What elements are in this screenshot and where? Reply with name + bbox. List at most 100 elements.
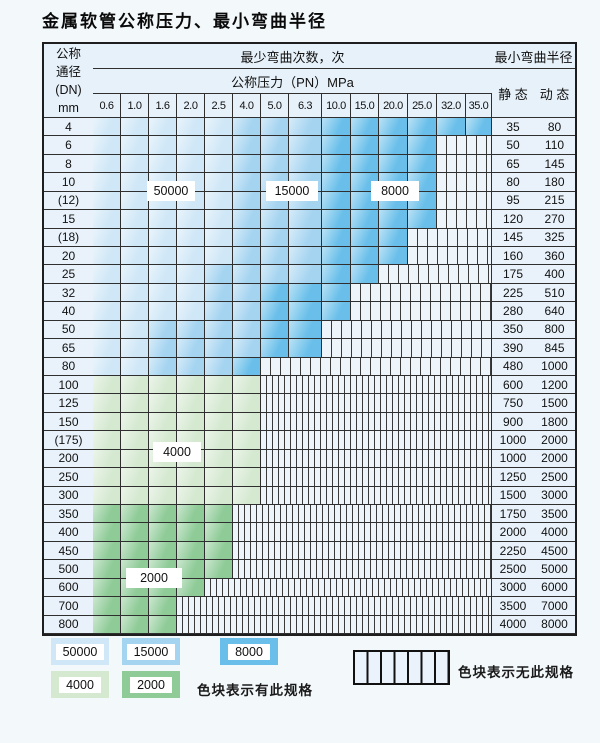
spec-cell [233,357,261,376]
spec-cell [93,154,121,174]
spec-cell [289,265,322,284]
pressure-tick: 35.0 [466,94,492,118]
no-spec-striped-cell [437,210,492,229]
spec-cell [205,210,233,229]
spec-cell [205,247,233,266]
spec-cell [379,228,408,247]
spec-cell [149,541,177,561]
pressure-tick: 6.3 [289,94,322,118]
spec-cell [233,118,261,137]
spec-cell [177,136,205,155]
spec-cell [233,136,261,155]
spec-cell [93,597,121,616]
dynamic-value: 110 [534,136,575,155]
spec-cell [149,283,177,303]
spec-cell [93,615,121,634]
spec-cell [233,320,261,340]
spec-cell [289,136,322,155]
static-value: 65 [492,154,535,174]
dn-label: 800 [44,615,94,634]
spec-cell [351,265,379,284]
dn-label: 20 [44,247,94,266]
no-spec-striped-cell [322,320,492,340]
dn-label: 500 [44,560,94,579]
spec-cell [205,412,233,432]
spec-cell [322,154,351,174]
spec-cell [93,191,121,211]
spec-cell [149,118,177,137]
dynamic-value: 7000 [534,597,575,616]
spec-cell [379,136,408,155]
spec-cell [177,468,205,487]
spec-cell [121,136,149,155]
spec-cell [205,523,233,542]
header-min-radius: 最小弯曲半径 [492,44,575,69]
spec-cell [261,283,289,303]
spec-cell [149,376,177,395]
spec-cell [149,394,177,413]
spec-cell [149,210,177,229]
no-spec-striped-cell [261,376,492,395]
spec-cell [121,376,149,395]
spec-cell [121,320,149,340]
spec-cell [289,320,322,340]
spec-cell [233,394,261,413]
dn-label: 4 [44,118,94,137]
header-static: 静 态 [492,69,535,118]
static-value: 390 [492,339,535,358]
spec-cell [93,449,121,469]
static-value: 600 [492,376,535,395]
dn-label: (175) [44,431,94,450]
static-value: 225 [492,283,535,303]
spec-cell [121,412,149,432]
static-value: 2250 [492,541,535,561]
static-value: 35 [492,118,535,137]
spec-cell [205,486,233,505]
spec-cell [149,523,177,542]
dynamic-value: 8000 [534,615,575,634]
static-value: 480 [492,357,535,376]
spec-cell [149,505,177,524]
spec-cell [205,468,233,487]
legend-swatch-value: 8000 [228,643,270,660]
spec-cell [205,173,233,192]
spec-cell [322,247,351,266]
dynamic-value: 6000 [534,578,575,598]
spec-cell [205,228,233,247]
spec-cell [93,173,121,192]
dn-label: 40 [44,302,94,321]
spec-cell [261,210,289,229]
dn-label: 600 [44,578,94,598]
spec-cell [177,541,205,561]
dn-label: 80 [44,357,94,376]
spec-cell [149,412,177,432]
spec-cell [121,394,149,413]
spec-cell [289,247,322,266]
spec-cell [121,449,149,469]
spec-cell [177,210,205,229]
spec-cell [205,302,233,321]
spec-cell [233,339,261,358]
static-value: 4000 [492,615,535,634]
spec-cell [121,302,149,321]
spec-cell [205,376,233,395]
pressure-bend-table: 公称 通径 (DN) mm 最少弯曲次数，次 最小弯曲半径 公称压力（PN）MPa 静… [42,42,577,636]
spec-cell [351,136,379,155]
spec-cell [437,118,466,137]
legend-swatch-15000: 15000 [122,638,180,665]
static-value: 145 [492,228,535,247]
dynamic-value: 4000 [534,523,575,542]
spec-cell [93,118,121,137]
dn-label: 15 [44,210,94,229]
spec-cell [177,320,205,340]
no-spec-striped-cell [261,431,492,450]
spec-cell [205,541,233,561]
spec-cell [289,302,322,321]
no-spec-striped-cell [177,615,492,634]
spec-cell [149,357,177,376]
dynamic-value: 1000 [534,357,575,376]
spec-cell [177,523,205,542]
spec-cell [93,210,121,229]
dynamic-value: 145 [534,154,575,174]
spec-cell [121,210,149,229]
